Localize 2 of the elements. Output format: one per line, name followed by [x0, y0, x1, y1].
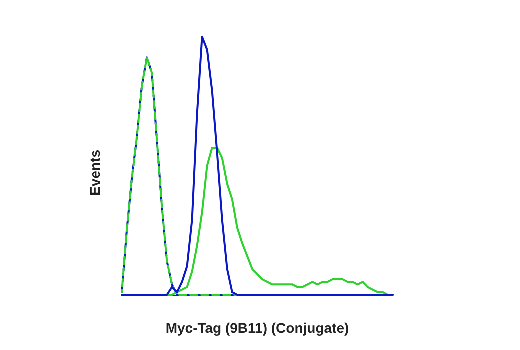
- x-axis-title: Myc-Tag (9B11) (Conjugate): [166, 320, 350, 336]
- y-axis-title: Events: [87, 150, 103, 196]
